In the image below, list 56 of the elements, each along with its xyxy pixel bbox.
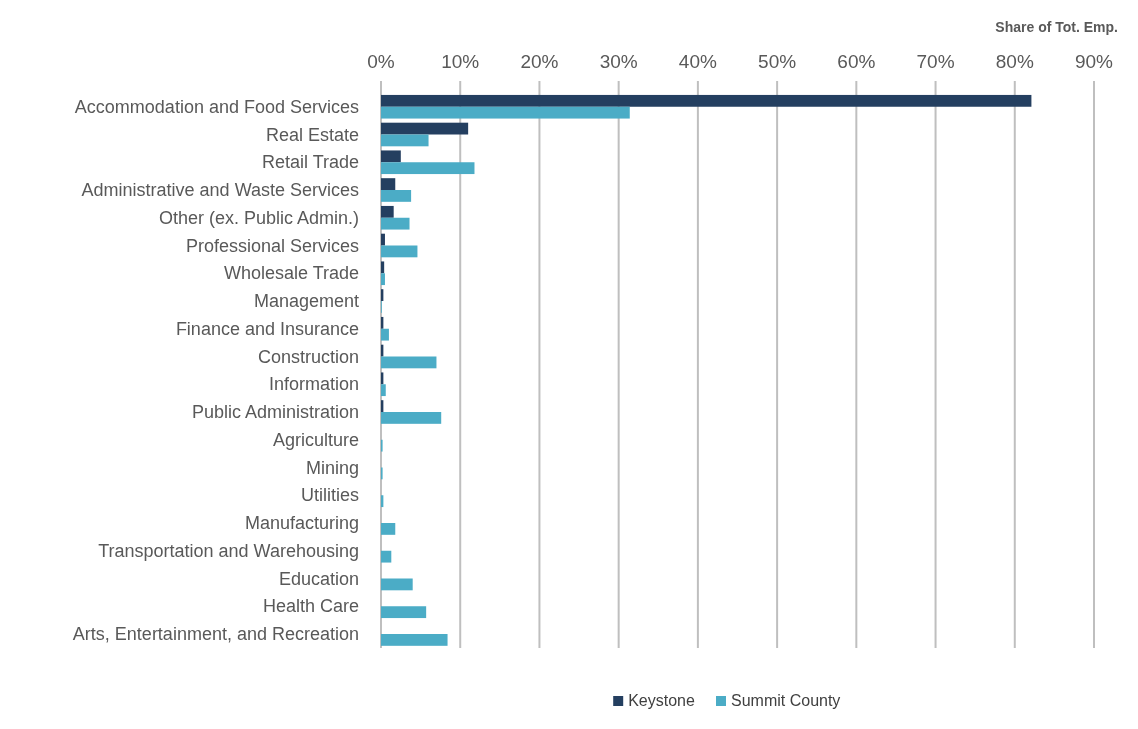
legend-label: Summit County xyxy=(731,692,841,709)
y-tick-label: Other (ex. Public Admin.) xyxy=(158,207,359,228)
y-tick-label: Management xyxy=(253,291,359,312)
x-tick-label: 60% xyxy=(837,51,876,72)
y-tick-label: Education xyxy=(278,568,359,589)
bar xyxy=(381,356,437,369)
bar xyxy=(381,550,392,563)
y-tick-label: Health Care xyxy=(262,596,359,617)
y-tick-label: Administrative and Waste Services xyxy=(81,180,359,201)
x-tick-label: 0% xyxy=(367,51,395,72)
bar xyxy=(381,94,1032,107)
y-tick-label: Accommodation and Food Services xyxy=(74,96,359,117)
bar xyxy=(381,523,396,535)
bar xyxy=(381,273,385,286)
bar xyxy=(381,134,429,147)
bar xyxy=(381,634,448,646)
bar xyxy=(381,606,427,619)
y-tick-label: Agriculture xyxy=(272,429,359,450)
x-tick-label: 50% xyxy=(758,51,797,72)
bar xyxy=(381,245,418,258)
y-tick-label: Public Administration xyxy=(191,402,359,423)
bar xyxy=(381,190,412,202)
bar xyxy=(381,328,389,341)
bar xyxy=(381,205,394,218)
bar xyxy=(381,384,386,397)
x-tick-label: 40% xyxy=(678,51,718,72)
bar xyxy=(381,233,385,246)
bar xyxy=(381,162,475,175)
x-tick-label: 70% xyxy=(916,51,955,72)
bar xyxy=(381,178,396,190)
y-tick-label: Manufacturing xyxy=(244,513,359,534)
y-tick-label: Finance and Insurance xyxy=(175,318,359,339)
bar xyxy=(381,412,442,424)
x-tick-label: 20% xyxy=(520,51,559,72)
bar xyxy=(381,261,385,274)
y-tick-label: Retail Trade xyxy=(261,152,359,173)
bar xyxy=(381,122,469,135)
y-tick-label: Real Estate xyxy=(265,124,359,145)
x-tick-label: 90% xyxy=(1074,51,1114,72)
y-tick-label: Arts, Entertainment, and Recreation xyxy=(72,624,359,645)
y-tick-label: Wholesale Trade xyxy=(223,263,359,284)
x-tick-label: 10% xyxy=(441,51,480,72)
x-tick-label: 30% xyxy=(599,51,638,72)
y-tick-label: Utilities xyxy=(300,485,359,506)
bar xyxy=(381,217,410,230)
y-tick-label: Professional Services xyxy=(185,235,359,256)
x-tick-label: 80% xyxy=(995,51,1034,72)
y-tick-label: Mining xyxy=(305,457,359,478)
bar xyxy=(381,578,413,591)
y-tick-label: Transportation and Warehousing xyxy=(98,540,359,561)
y-tick-label: Construction xyxy=(257,346,359,367)
y-tick-label: Information xyxy=(268,374,359,395)
bar xyxy=(381,106,630,119)
bar xyxy=(381,150,401,163)
legend-label: Keystone xyxy=(628,692,696,709)
x-axis-title: Share of Tot. Emp. xyxy=(995,19,1118,35)
